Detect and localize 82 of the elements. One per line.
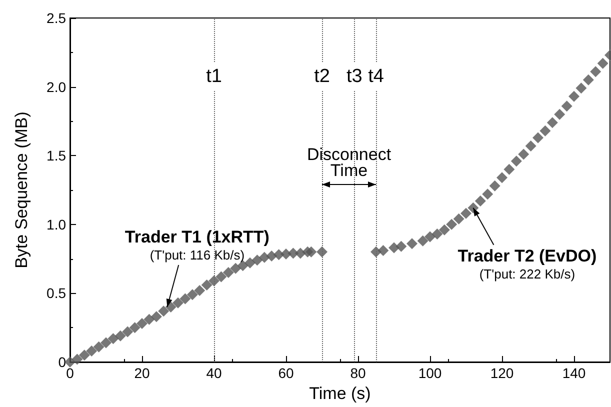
y-tick-label: 0.5 bbox=[46, 285, 66, 302]
annotation: (T'put: 222 Kb/s) bbox=[479, 266, 576, 282]
y-tick-label: 1.0 bbox=[46, 216, 66, 232]
point bbox=[474, 196, 486, 207]
point bbox=[432, 228, 443, 240]
x-tick-label: 100 bbox=[418, 365, 442, 381]
x-tick-label: 20 bbox=[134, 365, 150, 381]
point bbox=[546, 117, 558, 128]
x-tick-label: 120 bbox=[490, 365, 514, 381]
point bbox=[489, 180, 500, 192]
point bbox=[172, 297, 184, 308]
point bbox=[597, 58, 608, 69]
point bbox=[496, 172, 508, 184]
point bbox=[576, 82, 587, 94]
point bbox=[100, 337, 112, 348]
point bbox=[316, 246, 328, 258]
point bbox=[93, 341, 104, 352]
y-tick-label: 2.0 bbox=[46, 78, 66, 95]
annotation: Trader T1 (1xRTT) bbox=[124, 227, 270, 246]
point bbox=[222, 267, 234, 278]
x-tick-label: 40 bbox=[206, 365, 222, 381]
point bbox=[540, 125, 551, 136]
point bbox=[378, 245, 389, 256]
point bbox=[114, 330, 126, 342]
point bbox=[396, 240, 407, 252]
point bbox=[150, 311, 162, 322]
point bbox=[129, 322, 140, 334]
point bbox=[201, 279, 212, 290]
ref-line-label: t4 bbox=[368, 66, 384, 87]
x-tick-label: 140 bbox=[562, 365, 586, 381]
point bbox=[194, 284, 206, 296]
point bbox=[518, 148, 530, 160]
y-tick-label: 0 bbox=[58, 354, 66, 370]
point bbox=[568, 90, 580, 102]
x-tick-label: 60 bbox=[278, 365, 294, 381]
point bbox=[306, 246, 317, 258]
point bbox=[86, 345, 98, 356]
point bbox=[186, 289, 198, 300]
annotation: Trader T2 (EvDO) bbox=[458, 246, 597, 266]
y-tick-label: 1.5 bbox=[46, 148, 66, 164]
point bbox=[532, 132, 544, 144]
point bbox=[482, 188, 494, 200]
annotation: Disconnect Time bbox=[306, 144, 392, 180]
point bbox=[216, 271, 227, 282]
point bbox=[460, 208, 472, 219]
y-tick-label: 2.5 bbox=[46, 10, 66, 26]
point bbox=[561, 100, 572, 112]
annotation: (T'put: 116 Kb/s) bbox=[150, 247, 245, 262]
point bbox=[208, 275, 220, 286]
point bbox=[64, 356, 76, 368]
point bbox=[504, 164, 515, 175]
point bbox=[230, 262, 242, 274]
point bbox=[590, 66, 602, 78]
point bbox=[136, 318, 148, 329]
point bbox=[417, 235, 428, 246]
point bbox=[438, 224, 450, 236]
ref-line-label: t3 bbox=[346, 66, 362, 87]
point bbox=[158, 306, 170, 317]
point bbox=[122, 326, 134, 338]
point bbox=[525, 140, 536, 152]
point bbox=[554, 108, 566, 120]
point bbox=[258, 252, 270, 263]
point bbox=[108, 333, 119, 344]
point bbox=[582, 74, 594, 86]
y-axis-title: Byte Sequence (MB) bbox=[12, 112, 31, 268]
ref-line-label: t2 bbox=[314, 66, 330, 87]
point bbox=[406, 238, 418, 250]
point bbox=[244, 257, 256, 268]
point bbox=[72, 354, 83, 365]
point bbox=[165, 301, 176, 312]
point bbox=[144, 314, 155, 325]
point bbox=[388, 242, 400, 254]
point bbox=[453, 213, 464, 224]
x-axis-title: Time (s) bbox=[309, 384, 371, 403]
x-tick-label: 80 bbox=[350, 365, 366, 381]
point bbox=[180, 293, 191, 304]
point bbox=[446, 218, 458, 230]
point bbox=[252, 254, 263, 266]
point bbox=[78, 350, 90, 361]
ref-line-label: t1 bbox=[206, 66, 222, 87]
point bbox=[424, 231, 436, 242]
point bbox=[510, 156, 522, 167]
